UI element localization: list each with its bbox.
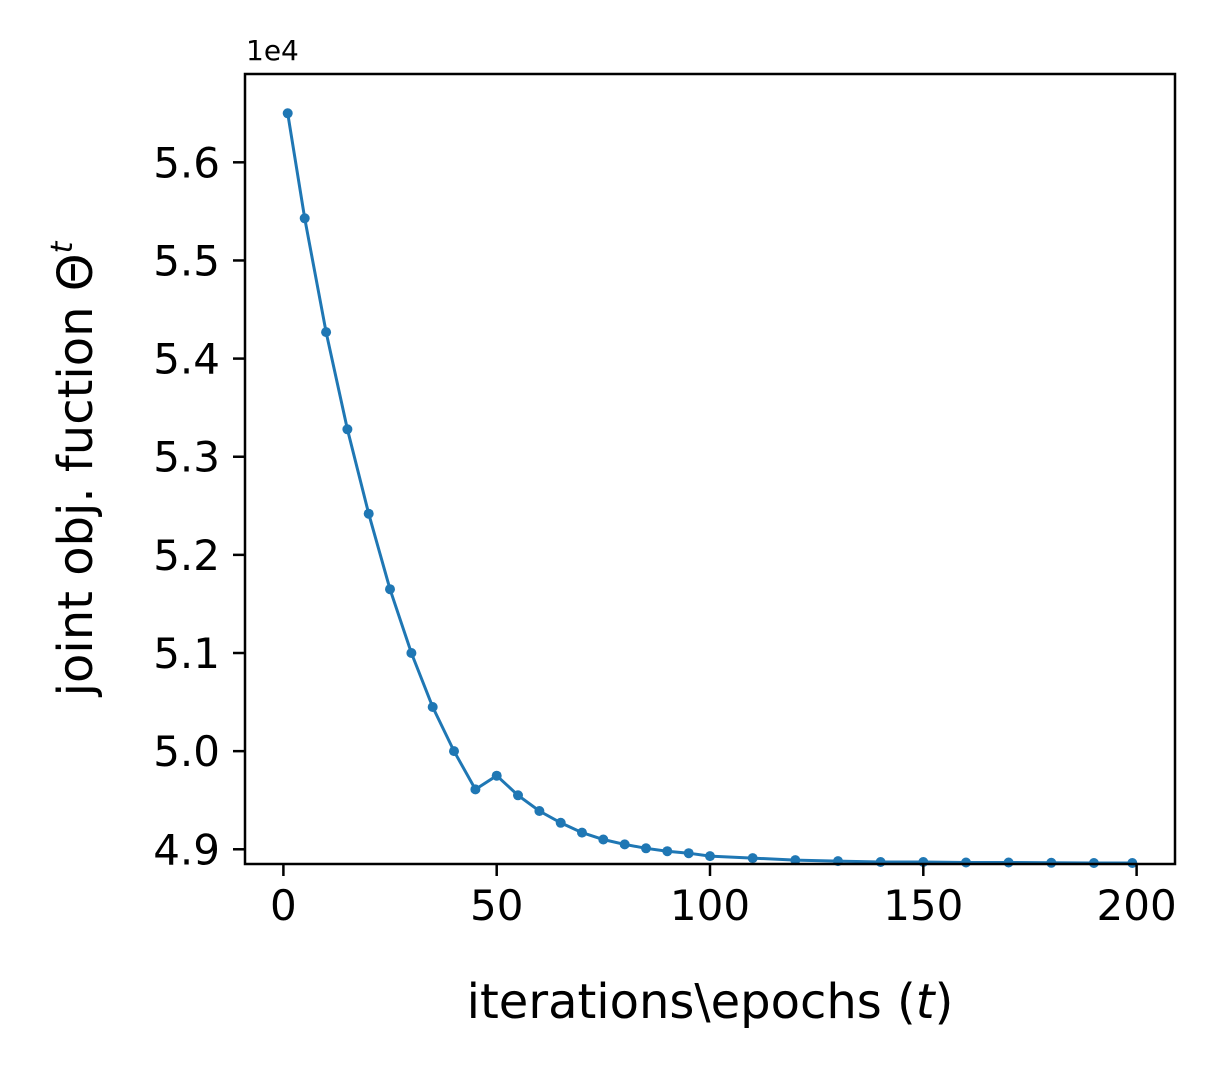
data-point [470,784,481,795]
data-point [662,846,673,857]
x-tick-label: 100 [670,881,750,930]
y-tick-label: 5.2 [153,531,220,580]
data-point [683,848,694,859]
data-point [406,648,417,658]
data-point [598,834,609,845]
data-point [321,327,332,338]
data-point [619,839,630,850]
y-axis-label: joint obj. fuction Θt [45,240,104,697]
data-point [282,108,293,119]
x-axis: 0 50 100 150 200 [270,864,1177,930]
data-point [747,853,758,864]
y-axis: 4.9 5.0 5.1 5.2 5.3 5.4 5.5 5.6 [153,138,245,874]
x-tick-label: 50 [470,881,523,930]
x-tick-label: 150 [883,881,963,930]
data-point [385,584,395,595]
data-point [790,855,801,866]
y-tick-label: 5.3 [153,433,220,482]
data-point [342,424,353,435]
data-point [427,702,438,712]
data-point [1003,857,1014,868]
data-point [641,843,651,854]
y-tick-label: 5.5 [153,236,220,285]
y-tick-label: 4.9 [153,825,220,874]
y-tick-label: 5.1 [153,629,220,678]
series-line [286,113,1133,865]
data-point [363,508,374,519]
data-point [534,806,545,816]
data-point [299,213,310,224]
data-point [705,851,715,862]
y-offset-label: 1e4 [246,34,299,67]
plot-area [282,108,1138,868]
x-axis-label: iterations\epochs (t) [467,974,954,1030]
y-tick-label: 5.0 [153,727,220,776]
data-point [961,857,971,868]
x-tick-label: 200 [1097,881,1177,930]
data-point [555,817,566,828]
y-tick-label: 5.4 [153,335,220,384]
data-point [449,746,459,757]
data-point [491,770,502,781]
data-point [875,857,886,867]
data-point [577,827,587,838]
x-tick-label: 0 [270,881,297,930]
y-tick-label: 5.6 [153,138,220,187]
axes-frame [243,72,1177,866]
data-point [513,790,523,801]
